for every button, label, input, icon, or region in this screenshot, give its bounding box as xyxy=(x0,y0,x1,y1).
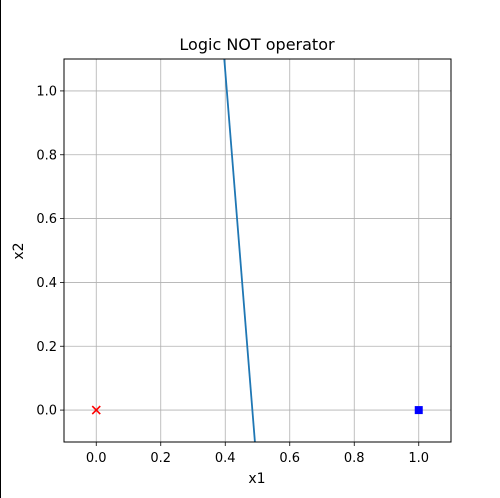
page-left-border xyxy=(0,0,1,498)
x-axis-label: x1 xyxy=(248,471,265,487)
y-tick-label: 0.4 xyxy=(36,276,57,291)
y-tick-label: 1.0 xyxy=(36,84,57,99)
decision-boundary-line xyxy=(223,58,256,443)
ticks: 0.0 0.2 0.4 0.6 0.8 1.0 0.0 0.2 0.4 0.6 0.8 1.0 xyxy=(36,84,429,466)
series xyxy=(91,58,423,443)
x-tick-label: 0.8 xyxy=(344,451,365,466)
x-tick-label: 1.0 xyxy=(408,451,429,466)
y-tick-label: 0.0 xyxy=(36,404,57,419)
axes-frame xyxy=(63,58,452,443)
x-tick-label: 0.6 xyxy=(279,451,300,466)
chart-title: Logic NOT operator xyxy=(179,35,335,54)
y-tick-label: 0.6 xyxy=(36,212,57,227)
x-tick-label: 0.0 xyxy=(86,451,107,466)
point-marker-x xyxy=(91,405,101,415)
y-axis-label: x2 xyxy=(11,242,27,259)
y-tick-label: 0.8 xyxy=(36,148,57,163)
x-tick-label: 0.2 xyxy=(150,451,171,466)
point-marker-square xyxy=(414,406,423,415)
y-tick-label: 0.2 xyxy=(36,340,57,355)
x-tick-label: 0.4 xyxy=(215,451,236,466)
grid xyxy=(64,59,451,442)
